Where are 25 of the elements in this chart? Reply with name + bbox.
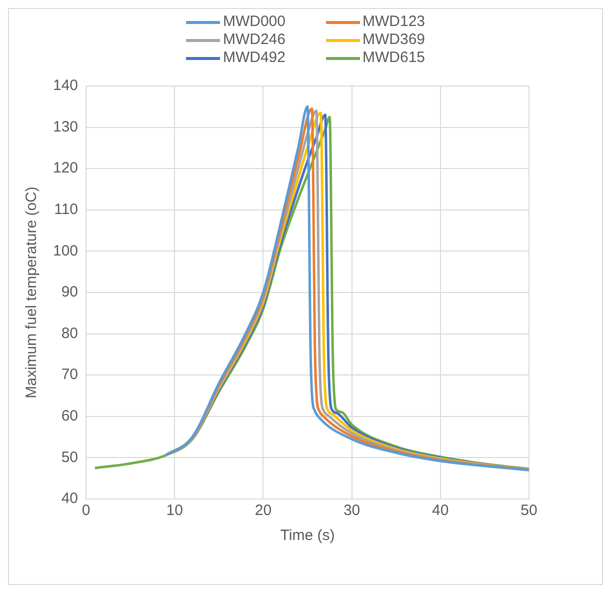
y-tick-label: 120 bbox=[52, 160, 78, 177]
y-tick-label: 110 bbox=[54, 201, 78, 218]
legend-label: MWD492 bbox=[222, 49, 286, 67]
legend-label: MWD369 bbox=[362, 31, 426, 49]
y-tick-label: 100 bbox=[52, 242, 78, 260]
y-tick-label: 70 bbox=[61, 366, 78, 384]
y-tick-label: 80 bbox=[61, 324, 78, 342]
y-tick-label: 40 bbox=[61, 490, 78, 508]
x-tick-label: 10 bbox=[166, 502, 183, 520]
y-tick-label: 90 bbox=[61, 284, 78, 301]
x-tick-label: 0 bbox=[82, 502, 90, 520]
legend-label: MWD000 bbox=[222, 13, 286, 31]
y-tick-label: 50 bbox=[61, 448, 78, 466]
legend-label: MWD123 bbox=[362, 13, 426, 31]
x-axis-title: Time (s) bbox=[280, 527, 335, 544]
x-tick-label: 40 bbox=[432, 502, 449, 520]
y-tick-label: 60 bbox=[61, 408, 78, 425]
x-tick-label: 20 bbox=[254, 502, 272, 520]
x-tick-label: 30 bbox=[343, 502, 360, 520]
legend-label: MWD615 bbox=[362, 49, 426, 67]
y-tick-label: 130 bbox=[52, 118, 78, 136]
y-axis-title: Maximum fuel temperature (oC) bbox=[23, 186, 40, 398]
y-tick-label: 140 bbox=[52, 77, 78, 94]
legend-label: MWD246 bbox=[222, 31, 286, 49]
x-tick-label: 50 bbox=[520, 502, 538, 520]
